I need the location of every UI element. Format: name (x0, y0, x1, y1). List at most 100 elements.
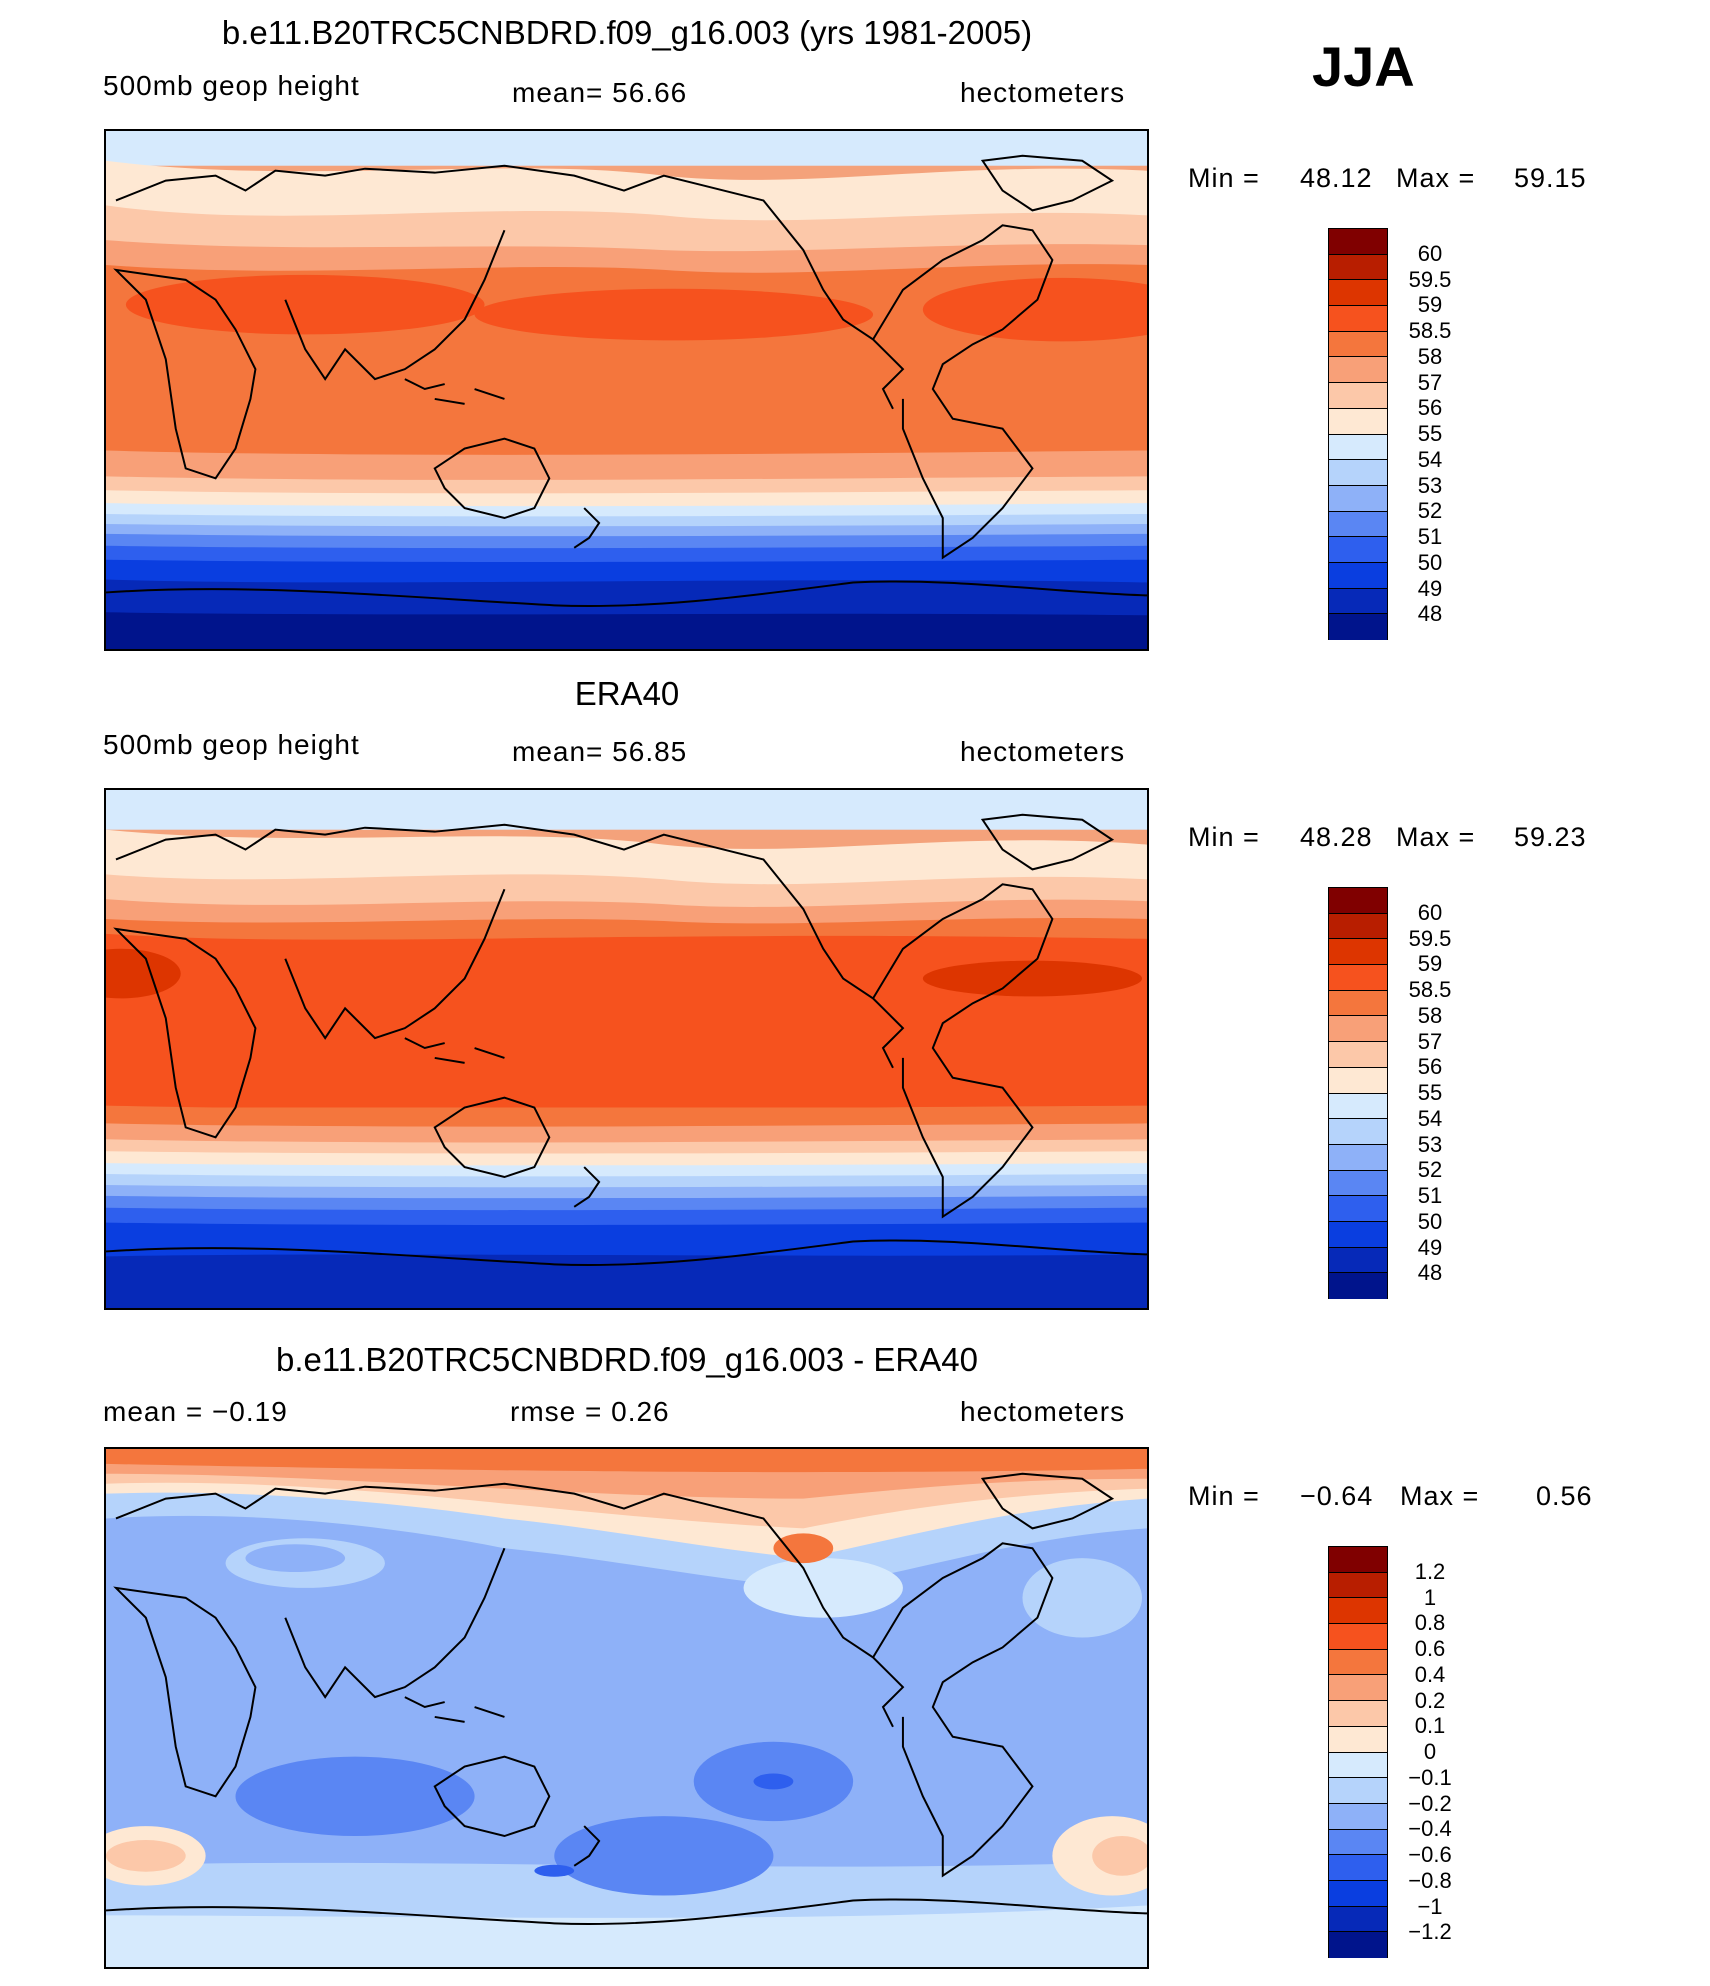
colorbar-swatch (1329, 1829, 1387, 1856)
colorbar-tick-label: 50 (1417, 549, 1443, 575)
colorbar-tick-label: 53 (1417, 472, 1443, 498)
colorbar-tick-label: 57 (1417, 369, 1443, 395)
colorbar-swatch (1329, 408, 1387, 435)
colorbar-swatch (1329, 1547, 1387, 1573)
colorbar-swatch (1329, 460, 1387, 486)
colorbar-tick-label: 58 (1417, 1002, 1443, 1028)
colorbar-swatch (1329, 1221, 1387, 1248)
colorbar-swatch (1329, 1119, 1387, 1145)
coastlines (106, 813, 1147, 1267)
colorbar-swatch (1329, 1855, 1387, 1881)
colorbar-swatch (1329, 1572, 1387, 1599)
colorbar-swatch (1329, 229, 1387, 255)
colorbar-swatch (1329, 939, 1387, 966)
colorbar-swatch (1329, 888, 1387, 914)
colorbar-tick-label: 59.5 (1408, 925, 1452, 951)
colorbar-tick-label: 49 (1417, 575, 1443, 601)
panel1-colorbar-labels: 60 59.5 59 58.5 58 57 56 55 54 53 52 51 50 49 48 (1400, 228, 1460, 640)
colorbar-tick-label: 52 (1417, 498, 1443, 524)
panel1-max-label: Max = (1396, 163, 1476, 193)
colorbar-tick-label: 0.8 (1414, 1610, 1446, 1636)
colorbar-tick-label: −0.1 (1408, 1764, 1452, 1790)
colorbar-tick-label: 54 (1417, 446, 1443, 472)
colorbar-swatch (1329, 1624, 1387, 1650)
colorbar-tick-label: −0.6 (1408, 1842, 1452, 1867)
panel2-title: ERA40 (574, 675, 680, 712)
colorbar-tick-label: 1 (1423, 1584, 1437, 1610)
panel1-colorbar (1328, 228, 1388, 640)
panel1-min-value: 48.12 (1300, 163, 1373, 193)
panel1-title: b.e11.B20TRC5CNBDRD.f09_g16.003 (yrs 198… (221, 14, 1033, 51)
panel2-colorbar (1328, 887, 1388, 1299)
colorbar-swatch (1329, 1273, 1387, 1299)
colorbar-tick-label: 55 (1417, 1080, 1443, 1105)
colorbar-tick-label: −1.2 (1408, 1919, 1452, 1945)
colorbar-tick-label: −0.4 (1408, 1816, 1452, 1842)
panel3-max-label: Max = (1400, 1481, 1480, 1511)
colorbar-swatch (1329, 537, 1387, 563)
colorbar-swatch (1329, 990, 1387, 1017)
colorbar-swatch (1329, 913, 1387, 940)
contour-bands (106, 1449, 1147, 1967)
coastlines (106, 1472, 1147, 1926)
colorbar-swatch (1329, 1932, 1387, 1958)
panel2-map (104, 788, 1149, 1310)
colorbar-swatch (1329, 1170, 1387, 1197)
colorbar-swatch (1329, 1247, 1387, 1274)
colorbar-swatch (1329, 614, 1387, 640)
panel2-colorbar-labels: 60 59.5 59 58.5 58 57 56 55 54 53 52 51 50 49 48 (1400, 887, 1460, 1299)
colorbar-swatch (1329, 1701, 1387, 1727)
colorbar-tick-label: 0 (1423, 1739, 1437, 1764)
contour-bands (106, 131, 1147, 649)
colorbar-swatch (1329, 434, 1387, 461)
panel3-colorbar-labels: 1.2 1 0.8 0.6 0.4 0.2 0.1 0 −0.1 −0.2 −0.4 −0.6 −0.8… (1400, 1546, 1460, 1958)
colorbar-tick-label: 52 (1417, 1157, 1443, 1183)
season-label: JJA (1312, 35, 1415, 98)
colorbar-tick-label: 50 (1417, 1208, 1443, 1234)
colorbar-tick-label: 0.6 (1414, 1636, 1446, 1661)
colorbar-tick-label: 60 (1417, 240, 1443, 266)
panel2-min-label: Min = (1188, 822, 1260, 852)
coastlines (106, 154, 1147, 608)
colorbar-tick-label: 56 (1417, 395, 1443, 421)
colorbar-tick-label: −0.8 (1408, 1867, 1452, 1893)
colorbar-tick-label: −1 (1417, 1893, 1443, 1919)
panel2-max-label: Max = (1396, 822, 1476, 852)
panel3-max-value: 0.56 (1536, 1481, 1593, 1511)
colorbar-tick-label: 59 (1417, 292, 1443, 318)
colorbar-swatch (1329, 562, 1387, 589)
colorbar-swatch (1329, 1093, 1387, 1120)
colorbar-tick-label: 58.5 (1408, 318, 1452, 343)
panel1-max-value: 59.15 (1514, 163, 1587, 193)
colorbar-swatch (1329, 1649, 1387, 1676)
colorbar-swatch (1329, 357, 1387, 384)
panel3-rmse: rmse = 0.26 (510, 1396, 670, 1427)
panel2-map-svg (106, 790, 1147, 1308)
colorbar-tick-label: 0.2 (1414, 1687, 1446, 1713)
panel3-map-svg (106, 1449, 1147, 1967)
colorbar-swatch (1329, 1726, 1387, 1753)
colorbar-tick-label: 0.1 (1414, 1713, 1446, 1739)
panel3-minmax: Min = −0.64 Max = 0.56 (1188, 1481, 1608, 1515)
colorbar-swatch (1329, 1803, 1387, 1830)
panel3-units: hectometers (960, 1396, 1126, 1427)
panel2-units: hectometers (960, 736, 1126, 767)
colorbar-tick-label: 55 (1417, 421, 1443, 446)
colorbar-swatch (1329, 254, 1387, 281)
panel1-min-label: Min = (1188, 163, 1260, 193)
colorbar-swatch (1329, 331, 1387, 358)
panel2-variable: 500mb geop height (103, 729, 360, 760)
colorbar-swatch (1329, 1880, 1387, 1907)
panel1-mean: mean= 56.66 (512, 77, 688, 108)
colorbar-swatch (1329, 306, 1387, 332)
colorbar-tick-label: 53 (1417, 1131, 1443, 1157)
colorbar-swatch (1329, 383, 1387, 409)
colorbar-tick-label: 60 (1417, 899, 1443, 925)
colorbar-tick-label: −0.2 (1408, 1790, 1452, 1816)
panel2-min-value: 48.28 (1300, 822, 1373, 852)
colorbar-tick-label: 58 (1417, 343, 1443, 369)
colorbar-swatch (1329, 280, 1387, 307)
colorbar-tick-label: 1.2 (1414, 1558, 1446, 1584)
panel1-minmax: Min = 48.12 Max = 59.15 (1188, 163, 1608, 197)
panel2-minmax: Min = 48.28 Max = 59.23 (1188, 822, 1608, 856)
